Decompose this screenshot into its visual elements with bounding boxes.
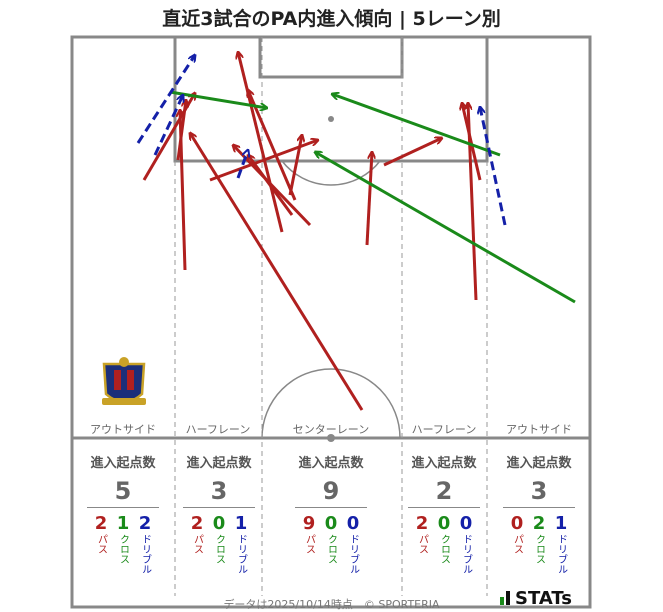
cross-label: クロス [325, 534, 337, 564]
pass-arrow [248, 90, 297, 201]
lane-stats-center: 進入起点数 9 9 パス 0 クロス 0 ドリブル [286, 452, 376, 574]
brand-mark-icon [500, 591, 510, 605]
dribble-label: ドリブル [347, 534, 359, 574]
chart-title: 直近3試合のPA内進入傾向 | 5レーン別 [162, 8, 501, 30]
dribble-count: 0 [459, 513, 473, 534]
center-spot [327, 434, 335, 442]
pass-arrow [288, 135, 302, 196]
dribble-label: ドリブル [139, 534, 151, 574]
pass-arrow [365, 152, 372, 246]
brand-logo: STATs [500, 588, 572, 609]
dribble-count: 1 [554, 513, 568, 534]
cross-count: 1 [116, 513, 130, 534]
pass-count: 0 [510, 513, 524, 534]
pass-arrow [238, 52, 284, 233]
pass-arrow [190, 133, 364, 411]
lane-label-outside-right: アウトサイド [506, 423, 572, 436]
cross-arrows [169, 90, 576, 304]
cross-count: 0 [212, 513, 226, 534]
team-crest-icon [102, 357, 146, 405]
dribble-arrow [236, 150, 248, 179]
pass-label: パス [191, 534, 203, 554]
pass-count: 2 [415, 513, 429, 534]
stats-divider [408, 507, 480, 508]
stats-total: 5 [114, 477, 132, 505]
pass-arrows [142, 52, 482, 411]
pass-label: パス [416, 534, 428, 554]
cross-label: クロス [533, 534, 545, 564]
stats-divider [503, 507, 575, 508]
stats-header: 進入起点数 [186, 456, 252, 471]
pass-arrow [383, 138, 442, 167]
cross-count: 2 [532, 513, 546, 534]
pass-count: 2 [94, 513, 108, 534]
stats-divider [295, 507, 367, 508]
stats-total: 3 [210, 477, 228, 505]
stats-header: 進入起点数 [298, 456, 364, 471]
dribble-label: ドリブル [235, 534, 247, 574]
cross-arrow [315, 152, 576, 304]
lane-label-center: センターレーン [292, 423, 370, 436]
stats-divider [87, 507, 159, 508]
dribble-label: ドリブル [460, 534, 472, 574]
cross-count: 0 [324, 513, 338, 534]
footer-credit: データは2025/10/14時点 © SPORTERIA [223, 598, 440, 611]
pass-arrow [209, 140, 318, 182]
penalty-spot [328, 116, 334, 122]
dribble-count: 2 [138, 513, 152, 534]
dribble-arrow [136, 55, 195, 144]
lane-label-outside-left: アウトサイド [90, 423, 156, 436]
dribble-arrows [136, 55, 507, 226]
lane-stats-outside-left: 進入起点数 5 2 パス 1 クロス 2 ドリブル [78, 452, 168, 574]
lane-label-halfspace-right: ハーフレーン [411, 423, 477, 436]
cross-label: クロス [438, 534, 450, 564]
pass-count: 2 [190, 513, 204, 534]
pass-arrow [176, 100, 186, 161]
stats-total: 3 [530, 477, 548, 505]
stats-header: 進入起点数 [90, 456, 156, 471]
lane-stats-halfspace-left: 進入起点数 3 2 パス 0 クロス 1 ドリブル [174, 452, 264, 574]
cross-arrow [169, 90, 267, 108]
pass-arrow [142, 93, 195, 181]
stats-total: 2 [435, 477, 453, 505]
dribble-arrow [480, 107, 507, 226]
dribble-count: 1 [234, 513, 248, 534]
lane-stats-outside-right: 進入起点数 3 0 パス 2 クロス 1 ドリブル [494, 452, 584, 574]
pass-arrow [462, 103, 482, 181]
lane-label-halfspace-left: ハーフレーン [185, 423, 251, 436]
dribble-arrow [153, 95, 183, 156]
lane-dividers [174, 37, 488, 596]
stats-total: 9 [322, 477, 340, 505]
pass-label: パス [95, 534, 107, 554]
pass-count: 9 [302, 513, 316, 534]
stats-header: 進入起点数 [506, 456, 572, 471]
stats-divider [183, 507, 255, 508]
cross-label: クロス [117, 534, 129, 564]
cross-arrow [332, 94, 501, 157]
pass-label: パス [303, 534, 315, 554]
pass-label: パス [511, 534, 523, 554]
cross-count: 0 [437, 513, 451, 534]
cross-label: クロス [213, 534, 225, 564]
dribble-label: ドリブル [555, 534, 567, 574]
pass-arrow [248, 155, 294, 216]
lane-stats-halfspace-right: 進入起点数 2 2 パス 0 クロス 0 ドリブル [399, 452, 489, 574]
dribble-count: 0 [346, 513, 360, 534]
brand-name: STATs [515, 588, 572, 609]
stats-header: 進入起点数 [411, 456, 477, 471]
